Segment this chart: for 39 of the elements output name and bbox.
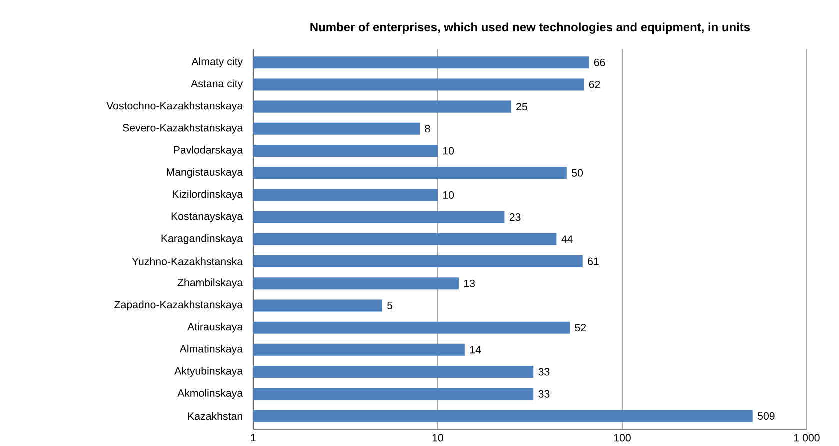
y-tick-label: Almaty city [192, 58, 244, 68]
x-tick-label: 100 [614, 434, 631, 442]
y-tick-label: Yuzhno-Kazakhstanska [132, 258, 244, 266]
y-tick-label: Severo-Kazakhstanskaya [123, 124, 244, 134]
data-label: 61 [588, 258, 599, 266]
x-tick-label: 10 [432, 434, 444, 442]
x-tick-label: 1 000 [794, 434, 820, 442]
y-tick-label: Mangistauskaya [167, 168, 244, 178]
data-label: 14 [470, 346, 482, 354]
y-tick-label: Karagandinskaya [162, 234, 244, 245]
data-label: 33 [538, 390, 550, 398]
y-tick-label: Aktyubinskaya [174, 367, 244, 378]
data-label: 5 [388, 302, 393, 310]
data-label: 10 [443, 192, 454, 200]
y-tick-label: Kizilordinskaya [173, 190, 244, 200]
x-tick-label: 1 [251, 434, 256, 442]
y-tick-label: Atirauskaya [188, 323, 244, 334]
y-tick-label: Astana city [191, 80, 244, 90]
y-tick-label: Zapadno-Kazakhstanskaya [114, 301, 244, 311]
data-label: 44 [562, 236, 573, 244]
data-label: 13 [464, 280, 476, 288]
y-tick-label: Pavlodarskaya [174, 146, 244, 156]
data-label: 52 [575, 324, 586, 332]
data-label: 66 [594, 59, 606, 67]
y-tick-label: Kazakhstan [188, 412, 242, 420]
data-label: 23 [510, 214, 521, 222]
y-tick-label: Kostanayskaya [172, 212, 244, 223]
y-tick-label: Almatinskaya [180, 345, 244, 356]
y-tick-label: Akmolinskaya [178, 389, 244, 400]
y-tick-label: Vostochno-Kazakhstanskaya [106, 102, 244, 112]
y-tick-label: Zhambilskaya [178, 278, 244, 289]
data-label: 8 [425, 125, 430, 133]
data-label: 509 [758, 412, 775, 420]
chart-title: Number of enterprises, which used new technologies and equipment, in units [310, 23, 750, 34]
data-label: 33 [538, 368, 550, 376]
data-label: 10 [443, 148, 454, 156]
data-label: 62 [589, 81, 600, 89]
data-label: 50 [572, 170, 584, 178]
data-label: 25 [516, 103, 528, 111]
